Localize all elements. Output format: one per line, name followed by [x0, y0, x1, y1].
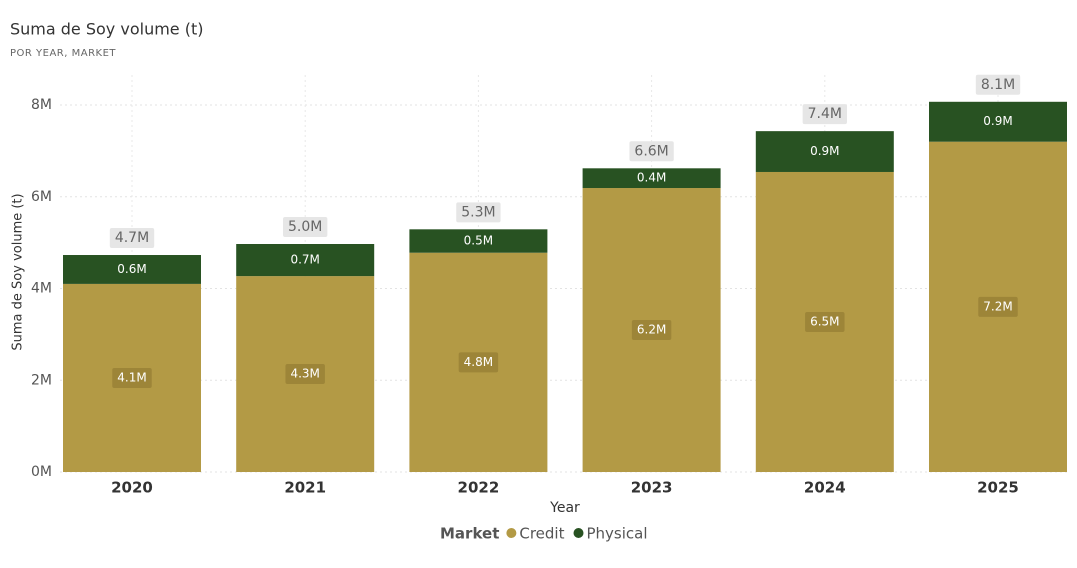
total-label-box — [109, 228, 155, 249]
x-tick-label: 2022 — [458, 479, 500, 497]
data-label-box — [978, 296, 1018, 317]
bar-segment — [929, 101, 1067, 142]
bar-segment — [63, 255, 201, 284]
bar-segment — [236, 244, 375, 277]
total-label-box — [629, 141, 674, 162]
bar-segment — [755, 171, 894, 473]
bar-segment — [582, 168, 721, 189]
data-label-box — [631, 320, 672, 341]
data-label: 0.5M — [464, 234, 493, 248]
bar-segment — [236, 276, 375, 472]
data-label: 7.2M — [983, 299, 1012, 313]
total-label: 6.6M — [634, 143, 668, 159]
y-tick-label: 4M — [31, 281, 52, 297]
y-tick-label: 0M — [31, 464, 52, 480]
bar-segment — [929, 141, 1067, 472]
total-label-box — [456, 202, 501, 223]
legend-label: Credit — [519, 525, 564, 543]
x-tick-label: 2020 — [111, 479, 153, 497]
legend-title: Market — [440, 525, 499, 543]
bar-segment — [582, 188, 721, 472]
bar-segment — [63, 283, 201, 472]
y-tick-label: 8M — [31, 97, 52, 113]
data-label: 4.3M — [290, 367, 319, 381]
bar-segment — [755, 131, 894, 172]
total-label: 8.1M — [981, 77, 1015, 93]
x-tick-label: 2025 — [977, 479, 1019, 497]
total-label: 4.7M — [115, 230, 149, 246]
data-label: 0.4M — [637, 171, 666, 185]
total-label: 5.0M — [288, 219, 322, 235]
data-label-box — [805, 311, 845, 332]
data-label-box — [112, 367, 152, 388]
total-label-box — [802, 104, 847, 125]
total-label: 5.3M — [461, 204, 495, 220]
data-label-box — [458, 352, 499, 373]
x-tick-label: 2023 — [631, 479, 673, 497]
y-tick-label: 2M — [31, 372, 52, 388]
data-label: 6.2M — [637, 323, 666, 337]
legend-marker — [573, 528, 584, 538]
y-axis-title: Suma de Soy volume (t) — [11, 193, 26, 350]
x-tick-label: 2024 — [804, 479, 846, 497]
x-tick-label: 2021 — [284, 479, 326, 497]
data-label: 0.9M — [810, 144, 839, 158]
data-label: 0.6M — [117, 262, 146, 276]
data-label-box — [285, 364, 325, 385]
data-label: 6.5M — [810, 314, 839, 328]
chart-title: Suma de Soy volume (t) — [10, 20, 203, 39]
bar-segment — [409, 252, 548, 472]
data-label: 0.7M — [290, 253, 319, 267]
data-label: 0.9M — [983, 114, 1012, 128]
chart-subtitle: POR YEAR, MARKET — [10, 48, 116, 59]
legend-marker — [506, 528, 517, 538]
total-label-box — [283, 217, 328, 238]
total-label: 7.4M — [808, 106, 842, 122]
legend-label: Physical — [587, 525, 648, 543]
bar-segment — [409, 229, 548, 253]
data-label: 4.8M — [464, 355, 493, 369]
y-tick-label: 6M — [31, 189, 52, 205]
x-axis-title: Year — [549, 500, 580, 516]
data-label: 4.1M — [117, 370, 146, 384]
total-label-box — [975, 74, 1021, 95]
